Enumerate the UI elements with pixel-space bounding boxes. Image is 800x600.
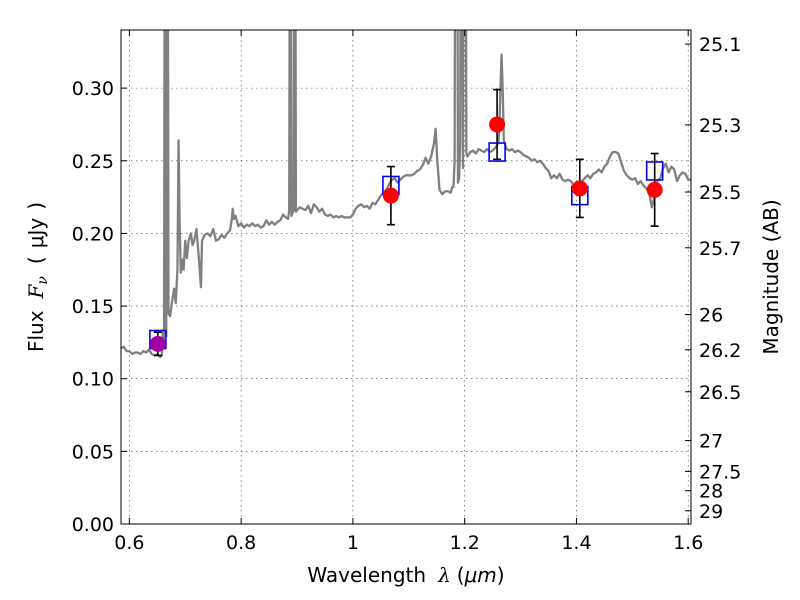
- mag-tick-label: 26.5: [699, 382, 741, 404]
- y-tick-label: 0.15: [72, 296, 114, 318]
- y-tick-label: 0.30: [72, 78, 114, 100]
- mag-tick-label: 29: [699, 501, 723, 523]
- grid: [121, 30, 691, 525]
- x-tick-label: 1: [347, 532, 359, 554]
- spectrum-line: [121, 30, 691, 359]
- y2-axis-title: Magnitude (AB): [759, 199, 783, 354]
- mag-tick-label: 28: [699, 481, 723, 503]
- mag-tick-label: 26.2: [699, 340, 741, 362]
- mag-tick-label: 25.7: [699, 238, 741, 260]
- y-tick-label: 0.20: [72, 223, 114, 245]
- x-axis-title: Wavelength λ (μm): [307, 563, 504, 587]
- plot-frame: [120, 29, 692, 525]
- flux-point: [646, 181, 663, 198]
- y-tick-label: 0.10: [72, 369, 114, 391]
- y-tick-label: 0.25: [72, 151, 114, 173]
- mag-tick-label: 25.3: [699, 115, 741, 137]
- mag-tick-label: 27: [699, 431, 723, 453]
- mag-tick-label: 27.5: [699, 461, 741, 483]
- plot-area: [121, 30, 691, 359]
- x-tick-label: 0.8: [226, 532, 256, 554]
- y-tick-label: 0.00: [72, 514, 114, 536]
- x-tick-label: 1.6: [673, 532, 703, 554]
- x-tick-label: 0.6: [114, 532, 144, 554]
- mag-tick-label: 25.1: [699, 34, 741, 56]
- x-tick-label: 1.4: [561, 532, 591, 554]
- mag-tick-label: 26: [699, 304, 723, 326]
- flux-point: [149, 335, 166, 352]
- y-tick-label: 0.05: [72, 441, 114, 463]
- mag-tick-label: 25.5: [699, 182, 741, 204]
- flux-point: [382, 187, 399, 204]
- x-tick-label: 1.2: [450, 532, 480, 554]
- flux-point: [571, 180, 588, 197]
- axis-ticks: 0.6 0.8 1 1.2 1.4 1.6 0.00 0.05 0.10 0.15 0.20 0.25…: [72, 30, 741, 554]
- flux-point: [489, 116, 506, 133]
- y-axis-title: FluxFν(μJy): [24, 202, 51, 352]
